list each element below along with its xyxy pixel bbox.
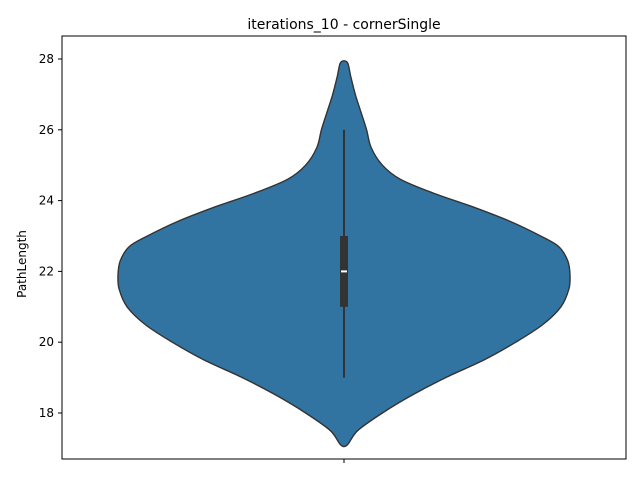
- y-tick-label: 22: [39, 264, 54, 278]
- plot-area: [117, 60, 571, 448]
- y-tick-label: 24: [39, 194, 54, 208]
- y-tick-label: 18: [39, 406, 54, 420]
- chart-title: iterations_10 - cornerSingle: [247, 17, 440, 33]
- y-axis-label: PathLength: [15, 230, 29, 298]
- y-tick-label: 26: [39, 123, 54, 137]
- y-tick-label: 20: [39, 335, 54, 349]
- y-axis: 18 20 22 24 26 28: [39, 52, 62, 420]
- y-tick-label: 28: [39, 52, 54, 66]
